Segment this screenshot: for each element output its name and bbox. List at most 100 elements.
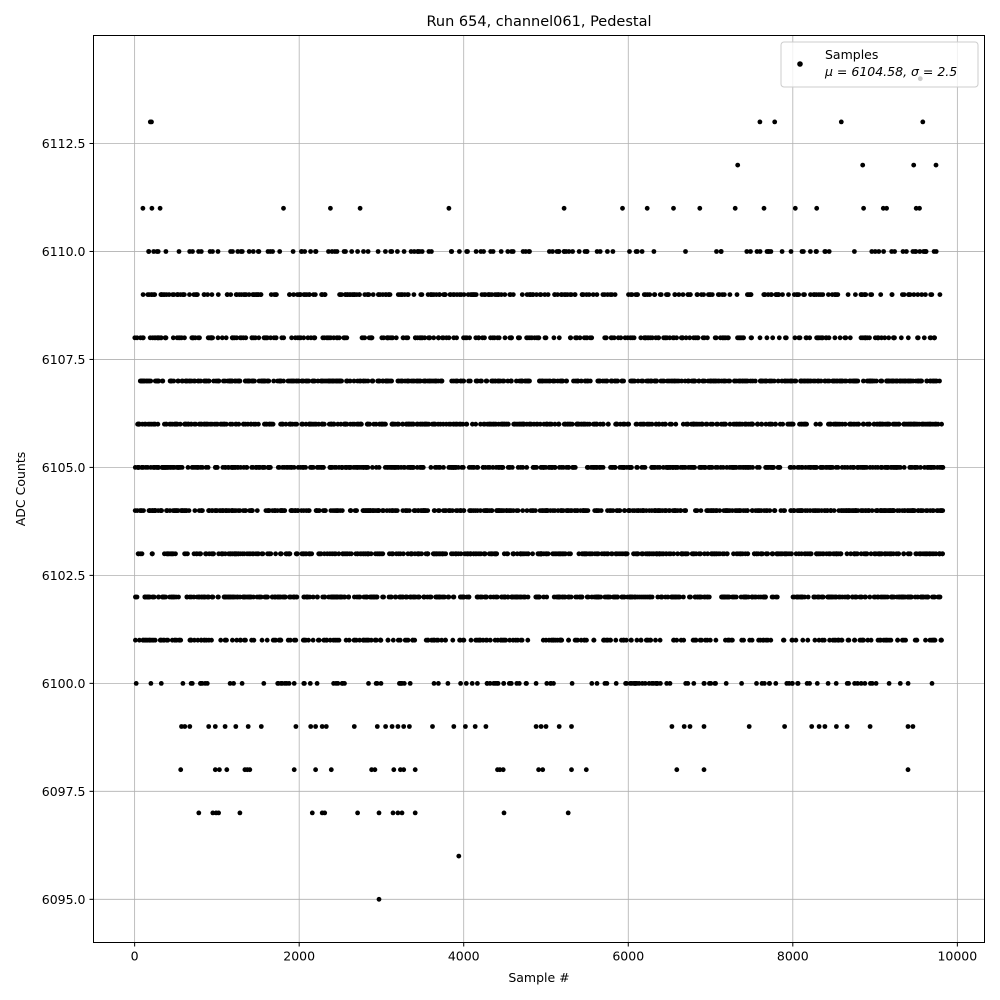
data-point bbox=[788, 249, 794, 254]
data-point bbox=[185, 378, 190, 384]
data-point bbox=[451, 594, 457, 600]
data-point bbox=[681, 724, 687, 729]
data-point bbox=[537, 508, 543, 513]
data-point bbox=[818, 421, 823, 427]
data-point bbox=[537, 292, 543, 297]
data-point bbox=[399, 810, 405, 816]
x-tick-label: 8000 bbox=[777, 949, 809, 964]
data-point bbox=[816, 508, 822, 513]
data-point bbox=[709, 292, 715, 297]
data-point bbox=[172, 508, 178, 513]
data-point bbox=[251, 594, 256, 600]
data-point bbox=[459, 465, 465, 470]
data-point bbox=[436, 465, 442, 470]
data-point bbox=[872, 335, 878, 341]
data-point bbox=[479, 378, 484, 384]
data-point bbox=[516, 335, 521, 341]
data-point bbox=[733, 594, 739, 600]
data-point bbox=[868, 551, 874, 557]
data-point bbox=[711, 378, 716, 384]
data-point bbox=[243, 292, 249, 297]
chart-title: Run 654, channel061, Pedestal bbox=[426, 14, 651, 30]
data-point bbox=[664, 551, 669, 557]
data-point bbox=[220, 421, 226, 427]
data-point bbox=[319, 465, 324, 470]
data-point bbox=[331, 421, 337, 427]
data-point bbox=[794, 292, 800, 297]
data-point bbox=[754, 249, 760, 254]
data-point bbox=[828, 421, 833, 427]
data-point bbox=[662, 335, 668, 341]
data-point bbox=[793, 637, 799, 643]
data-point bbox=[255, 249, 261, 254]
data-point bbox=[827, 465, 833, 470]
data-point bbox=[384, 465, 390, 470]
data-point bbox=[878, 465, 884, 470]
data-point bbox=[908, 421, 914, 427]
data-point bbox=[662, 508, 668, 513]
data-point bbox=[316, 421, 322, 427]
data-point bbox=[759, 681, 765, 686]
data-point bbox=[759, 421, 765, 427]
data-point bbox=[154, 249, 160, 254]
data-point bbox=[250, 249, 256, 254]
data-point bbox=[306, 421, 312, 427]
data-point bbox=[576, 249, 582, 254]
data-point bbox=[369, 335, 375, 341]
data-point bbox=[335, 335, 340, 341]
data-point bbox=[645, 335, 651, 341]
data-point bbox=[364, 594, 369, 600]
data-point bbox=[919, 292, 925, 297]
data-point bbox=[461, 637, 467, 643]
x-tick-label: 10000 bbox=[937, 949, 977, 964]
data-point bbox=[640, 551, 646, 557]
data-point bbox=[922, 465, 927, 470]
data-point bbox=[624, 551, 629, 557]
data-point bbox=[299, 378, 305, 384]
data-point bbox=[523, 249, 528, 254]
data-point bbox=[544, 508, 550, 513]
data-point bbox=[436, 681, 441, 686]
data-point bbox=[582, 551, 588, 557]
data-point bbox=[364, 637, 370, 643]
data-point bbox=[240, 551, 246, 557]
data-point bbox=[234, 551, 240, 557]
data-point bbox=[446, 205, 452, 211]
data-point bbox=[340, 551, 346, 557]
data-point bbox=[216, 810, 222, 816]
data-point bbox=[656, 421, 662, 427]
data-point bbox=[432, 421, 437, 427]
data-point bbox=[629, 681, 635, 686]
data-point bbox=[858, 637, 864, 643]
data-point bbox=[809, 724, 815, 729]
data-point bbox=[918, 551, 924, 557]
data-point bbox=[373, 594, 379, 600]
data-point bbox=[568, 594, 574, 600]
data-point bbox=[419, 551, 424, 557]
data-point bbox=[808, 292, 813, 297]
data-point bbox=[232, 594, 238, 600]
data-point bbox=[691, 421, 696, 427]
data-point bbox=[487, 292, 493, 297]
data-point bbox=[411, 594, 417, 600]
data-point bbox=[801, 249, 806, 254]
data-point bbox=[494, 292, 500, 297]
data-point bbox=[680, 292, 686, 297]
data-point bbox=[253, 421, 258, 427]
data-point bbox=[667, 681, 673, 686]
data-point bbox=[731, 551, 736, 557]
data-point bbox=[415, 335, 420, 341]
data-point bbox=[332, 465, 337, 470]
data-point bbox=[220, 465, 226, 470]
data-point bbox=[694, 292, 700, 297]
data-point bbox=[412, 508, 417, 513]
data-point bbox=[525, 551, 531, 557]
data-point bbox=[865, 637, 871, 643]
data-point bbox=[556, 421, 561, 427]
data-point bbox=[407, 594, 413, 600]
data-point bbox=[713, 335, 719, 341]
data-point bbox=[375, 249, 381, 254]
data-point bbox=[152, 421, 157, 427]
data-point bbox=[756, 508, 761, 513]
